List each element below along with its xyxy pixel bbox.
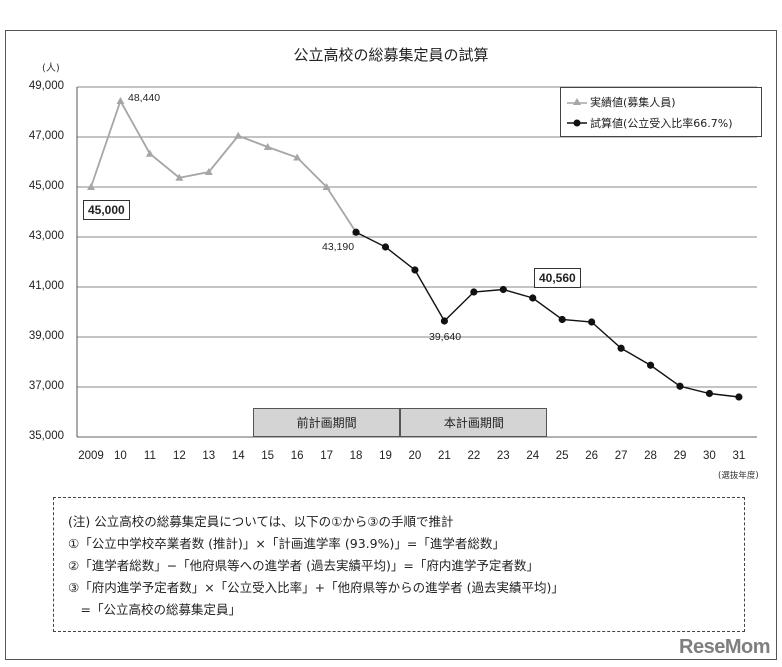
- x-tick: 19: [379, 450, 392, 462]
- x-tick: 10: [114, 450, 127, 462]
- x-tick: 27: [614, 450, 628, 462]
- x-tick: 28: [644, 450, 657, 462]
- circle-marker: [411, 266, 419, 274]
- legend-item-actual: 実績値(募集人員): [567, 93, 676, 111]
- x-tick: 15: [261, 450, 275, 462]
- circle-marker: [676, 382, 684, 390]
- x-tick: 2009: [78, 450, 104, 462]
- triangle-marker: [175, 173, 184, 181]
- note-step-3: ③「府内進学予定者数」×「公立受入比率」+「他府県等からの進学者 (過去実績平均…: [68, 580, 564, 595]
- triangle-marker: [87, 183, 95, 190]
- x-tick: 14: [231, 450, 245, 462]
- y-tick: 37,000: [28, 380, 64, 392]
- triangle-marker: [322, 183, 331, 190]
- circle-marker: [735, 393, 743, 401]
- y-tick: 43,000: [28, 230, 64, 242]
- y-tick: 35,000: [28, 430, 64, 442]
- y-axis-unit: (人): [42, 63, 60, 74]
- period-label: 本計画期間: [443, 416, 504, 430]
- circle-marker: [440, 317, 448, 325]
- period-label: 前計画期間: [296, 416, 357, 430]
- period-current-plan: 本計画期間: [400, 408, 548, 437]
- triangle-marker-icon: [567, 98, 587, 105]
- x-tick: 25: [555, 450, 569, 462]
- circle-marker: [705, 389, 714, 398]
- x-tick: 31: [732, 450, 746, 462]
- annotation-2024: 40,560: [534, 268, 581, 288]
- period-previous-plan: 前計画期間: [252, 408, 401, 437]
- chart-title: 公立高校の総募集定員の試算: [293, 46, 489, 64]
- x-tick: 30: [703, 450, 716, 462]
- triangle-marker: [293, 153, 302, 161]
- annotation-2009: 45,000: [83, 200, 130, 220]
- circle-marker: [588, 318, 596, 326]
- resemom-logo: ReseMom: [679, 636, 770, 658]
- x-tick: 29: [673, 450, 687, 462]
- x-tick: 21: [437, 450, 451, 462]
- circle-marker: [646, 361, 655, 369]
- x-tick: 17: [320, 450, 333, 462]
- x-axis-unit: (選抜年度): [718, 471, 759, 481]
- y-tick: 45,000: [28, 180, 64, 192]
- triangle-marker: [263, 143, 272, 150]
- triangle-marker: [234, 131, 243, 139]
- x-tick: 11: [143, 450, 156, 462]
- circle-marker: [381, 243, 390, 251]
- note-heading: (注) 公立高校の総募集定員については、以下の①から③の手順で推計: [68, 514, 454, 529]
- note-step-3-result: =「公立高校の総募集定員」: [68, 602, 241, 617]
- x-tick: 26: [585, 450, 599, 462]
- annotation-2021: 39,640: [429, 331, 462, 343]
- y-tick: 47,000: [28, 130, 64, 142]
- circle-marker: [499, 285, 507, 294]
- x-tick: 22: [467, 450, 481, 462]
- circle-marker: [352, 228, 360, 236]
- y-tick: 41,000: [28, 280, 64, 292]
- triangle-marker: [204, 168, 213, 175]
- triangle-marker: [116, 97, 125, 104]
- x-tick: 20: [408, 450, 422, 462]
- annotation-2018: 43,190: [322, 241, 355, 253]
- methodology-note: (注) 公立高校の総募集定員については、以下の①から③の手順で推計 ①「公立中学…: [53, 497, 745, 632]
- legend-label: 実績値(募集人員): [590, 96, 676, 109]
- x-tick: 18: [349, 450, 363, 462]
- legend-item-estimate: 試算値(公立受入比率66.7%): [567, 114, 733, 132]
- note-step-1: ①「公立中学校卒業者数 (推計)」×「計画進学率 (93.9%)」=「進学者総数…: [68, 536, 505, 551]
- gridlines: [77, 86, 757, 438]
- legend-label: 試算値(公立受入比率66.7%): [590, 117, 733, 130]
- note-step-2: ②「進学者総数」−「他府県等への進学者 (過去実績平均)」=「府内進学予定者数」: [68, 558, 539, 573]
- y-tick: 39,000: [28, 330, 64, 342]
- circle-marker: [529, 294, 537, 302]
- x-tick: 12: [172, 450, 186, 462]
- x-tick: 16: [290, 450, 304, 462]
- triangle-marker: [145, 149, 154, 157]
- circle-marker-icon: [567, 119, 587, 127]
- chart-legend: 実績値(募集人員) 試算値(公立受入比率66.7%): [560, 87, 762, 137]
- circle-marker: [617, 344, 625, 352]
- x-tick: 13: [202, 450, 216, 462]
- x-tick: 23: [496, 450, 510, 462]
- x-tick: 24: [526, 450, 540, 462]
- circle-marker: [470, 288, 478, 296]
- plot-area: [76, 86, 757, 438]
- series-estimate: [352, 228, 743, 401]
- y-tick: 49,000: [28, 80, 64, 92]
- circle-marker: [558, 315, 566, 324]
- annotation-2010: 48,440: [128, 92, 161, 104]
